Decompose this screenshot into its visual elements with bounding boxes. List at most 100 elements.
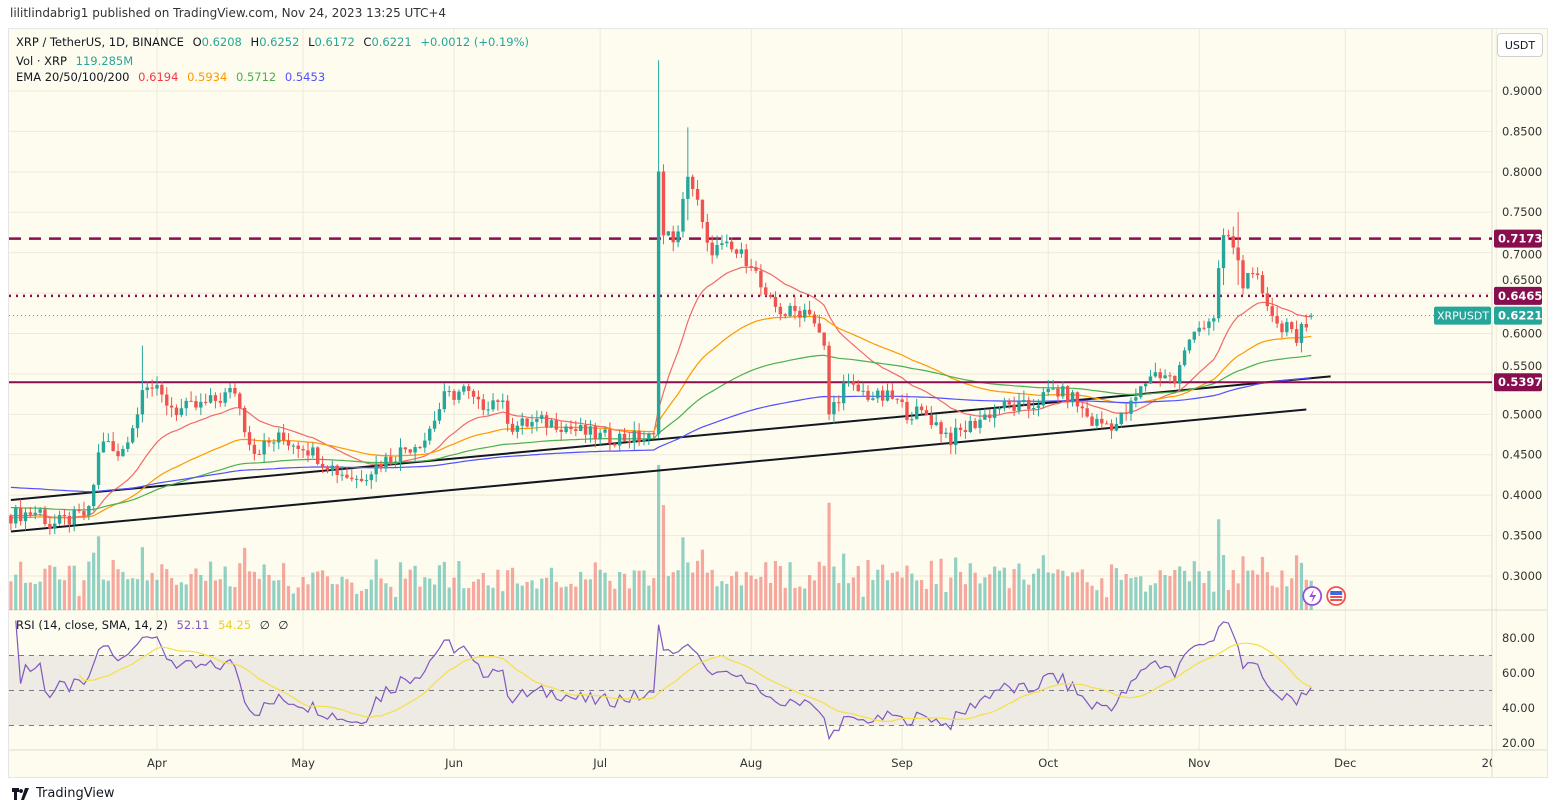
- candle-body: [354, 478, 359, 480]
- candle: [67, 511, 72, 533]
- volume-bar: [467, 588, 471, 610]
- candle: [1192, 331, 1197, 343]
- candle-body: [257, 453, 261, 455]
- candle-body: [1139, 386, 1143, 398]
- candle-body: [486, 409, 490, 411]
- candle: [1051, 379, 1055, 390]
- volume-bar: [33, 583, 37, 610]
- candle-body: [1207, 321, 1211, 328]
- volume-bar: [486, 585, 490, 610]
- candle: [695, 180, 700, 206]
- volume-bar: [700, 549, 705, 610]
- volume-bar: [545, 577, 549, 610]
- candle-body: [569, 426, 573, 430]
- candle-body: [364, 480, 369, 482]
- candle-body: [330, 465, 335, 471]
- candle: [1251, 267, 1255, 279]
- candle-body: [778, 306, 783, 315]
- price-tick-label: 0.7000: [1502, 248, 1542, 262]
- candle: [408, 449, 412, 455]
- candle-body: [233, 387, 237, 394]
- candle: [437, 402, 442, 425]
- ema-label[interactable]: EMA 20/50/100/200: [16, 70, 130, 84]
- candle-body: [1153, 372, 1158, 377]
- volume-bar: [983, 577, 987, 610]
- candle-body: [510, 423, 515, 432]
- candle-body: [228, 387, 232, 393]
- candle: [340, 466, 344, 481]
- price-tick-label: 0.5000: [1502, 407, 1542, 421]
- candle-body: [739, 249, 744, 254]
- rsi-label[interactable]: RSI (14, close, SMA, 14, 2): [16, 618, 168, 632]
- volume-bar: [28, 582, 32, 610]
- low-label: L: [308, 35, 315, 49]
- volume-bar: [243, 547, 247, 610]
- volume-bar: [140, 547, 144, 610]
- symbol-title[interactable]: XRP / TetherUS, 1D, BINANCE: [16, 35, 184, 49]
- volume-bar: [622, 573, 627, 610]
- volume-legend: Vol · XRP 119.285M: [16, 54, 138, 68]
- last-price-label-bg: [1494, 306, 1542, 325]
- candle-body: [384, 456, 388, 469]
- volume-bar: [1036, 568, 1041, 610]
- candle-body: [77, 509, 81, 512]
- chart-frame[interactable]: [8, 28, 1548, 778]
- volume-bar: [418, 586, 422, 610]
- candle-body: [1285, 322, 1289, 333]
- candle: [374, 455, 378, 483]
- candle-body: [1100, 418, 1104, 424]
- footer-logo[interactable]: TradingView: [12, 786, 115, 801]
- candle: [403, 447, 408, 454]
- candle: [837, 395, 841, 412]
- candle-body: [369, 474, 373, 481]
- volume-bar: [252, 571, 256, 610]
- candle-body: [1212, 318, 1216, 322]
- candle-body: [1192, 331, 1197, 340]
- candle-body: [754, 267, 758, 271]
- rsi-sma-line: [78, 642, 1312, 723]
- candle: [1056, 384, 1060, 405]
- candle: [583, 419, 588, 443]
- candle-body: [116, 451, 120, 457]
- volume-bar: [1173, 570, 1177, 610]
- currency-button[interactable]: USDT: [1497, 33, 1543, 57]
- candle-body: [1027, 399, 1031, 410]
- volume-bar: [126, 579, 130, 610]
- candle-body: [1246, 273, 1250, 289]
- level-price-label-bg: [1494, 229, 1542, 248]
- volume-bar: [72, 565, 76, 610]
- low-value: 0.6172: [314, 35, 355, 49]
- candle-body: [82, 511, 86, 516]
- candle: [929, 406, 934, 429]
- candle-body: [759, 270, 763, 288]
- candle: [949, 426, 953, 455]
- candle: [87, 505, 91, 521]
- volume-bar: [963, 584, 968, 610]
- candle-body: [598, 432, 602, 440]
- volume-bar: [296, 587, 300, 610]
- level-price-label-bg: [1494, 373, 1542, 392]
- candle-body: [749, 266, 753, 268]
- candle-body: [588, 426, 593, 435]
- candle-body: [57, 515, 62, 524]
- candle-body: [1056, 388, 1060, 397]
- candle-body: [121, 448, 125, 457]
- candle: [204, 393, 208, 406]
- candle: [647, 432, 651, 445]
- us-flag-event-icon: [1326, 586, 1347, 606]
- ema20-line: [10, 266, 1312, 519]
- candle-body: [277, 432, 281, 443]
- volume-bar: [1022, 579, 1026, 610]
- candle: [734, 248, 739, 259]
- candle: [754, 260, 758, 274]
- candle: [1143, 383, 1148, 392]
- candle-body: [837, 402, 841, 404]
- volume-label[interactable]: Vol · XRP: [16, 54, 67, 68]
- candle: [457, 389, 461, 404]
- candle: [384, 452, 388, 473]
- volume-bar: [520, 585, 524, 610]
- candle: [700, 199, 705, 229]
- candle-body: [783, 314, 787, 317]
- candle: [1119, 412, 1123, 428]
